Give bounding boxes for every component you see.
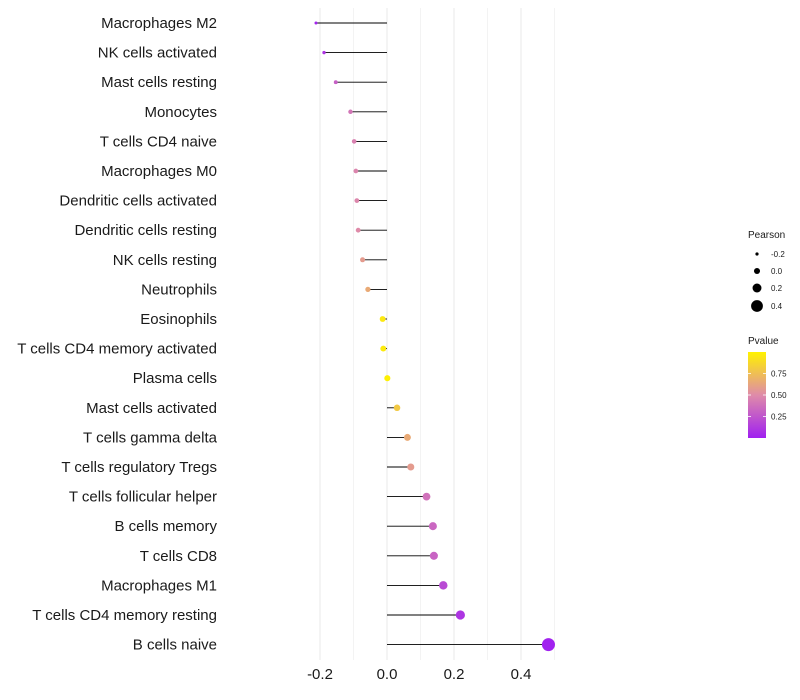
category-label: T cells follicular helper: [69, 489, 217, 506]
lollipop-point: [360, 257, 366, 263]
category-label: Plasma cells: [133, 370, 217, 387]
category-label: Macrophages M0: [101, 163, 217, 180]
category-label: T cells gamma delta: [83, 429, 218, 446]
category-label: B cells naive: [133, 637, 217, 654]
lollipop-point: [407, 463, 415, 471]
pearson-legend-label: 0.4: [771, 302, 783, 311]
lollipop-point: [403, 433, 411, 441]
lollipop-point: [314, 21, 318, 25]
category-labels: Macrophages M2 NK cells activated Mast cel…: [17, 15, 217, 654]
pvalue-colorbar: [748, 352, 766, 438]
x-tick-label: 0.2: [444, 666, 465, 683]
pvalue-legend-label: 0.25: [771, 413, 787, 422]
lollipop-point: [354, 198, 360, 203]
category-label: T cells CD4 memory resting: [32, 607, 217, 624]
category-label: NK cells activated: [98, 45, 217, 62]
lollipop-point: [355, 227, 361, 233]
lollipop-point: [379, 316, 386, 322]
pearson-legend-key: [755, 252, 759, 256]
x-tick-label: 0.4: [511, 666, 532, 683]
pvalue-legend-label: 0.75: [771, 370, 787, 379]
category-label: Mast cells activated: [86, 400, 217, 417]
category-label: T cells CD4 naive: [100, 133, 217, 150]
pearson-legend-label: 0.0: [771, 267, 783, 276]
pvalue-legend-title: Pvalue: [748, 336, 779, 347]
category-label: Dendritic cells resting: [74, 222, 217, 239]
category-label: Monocytes: [144, 104, 217, 121]
lollipop-point: [322, 50, 326, 55]
category-label: Macrophages M1: [101, 577, 217, 594]
lollipop-point: [429, 551, 438, 560]
lollipop-point: [439, 581, 448, 590]
lollipop-points: [314, 21, 555, 652]
pearson-legend-key: [753, 267, 761, 275]
category-label: Mast cells resting: [101, 74, 217, 91]
lollipop-point: [380, 345, 387, 352]
category-label: B cells memory: [114, 518, 217, 535]
category-label: T cells regulatory Tregs: [61, 459, 217, 476]
lollipop-point: [428, 522, 437, 531]
lollipop-point: [353, 168, 359, 174]
category-label: NK cells resting: [113, 252, 217, 269]
lollipop-point: [422, 492, 431, 501]
pearson-size-legend: Pearson -0.2 0.0 0.2 0.4: [748, 230, 785, 312]
lollipop-point: [384, 375, 391, 382]
lollipop-point: [348, 109, 353, 115]
category-label: Dendritic cells activated: [59, 193, 217, 210]
lollipop-point: [333, 80, 338, 85]
pearson-legend-key: [752, 283, 762, 293]
grid-lines: [319, 8, 555, 660]
x-axis-tick-labels: -0.2 0.0 0.2 0.4: [307, 666, 531, 683]
category-label: T cells CD4 memory activated: [17, 341, 217, 358]
pearson-legend-label: 0.2: [771, 284, 783, 293]
lollipop-point: [351, 139, 357, 144]
pearson-legend-title: Pearson: [748, 230, 785, 241]
category-label: Eosinophils: [140, 311, 217, 328]
category-label: Neutrophils: [141, 281, 217, 298]
lollipop-stems: [315, 22, 549, 646]
pvalue-legend-label: 0.50: [771, 391, 787, 400]
lollipop-point: [541, 638, 555, 652]
pvalue-color-legend: Pvalue 0.75 0.50 0.25: [748, 336, 787, 438]
x-tick-label: 0.0: [377, 666, 398, 683]
x-tick-label: -0.2: [307, 666, 333, 683]
pearson-legend-key: [751, 300, 763, 312]
lollipop-point: [455, 610, 465, 620]
category-label: T cells CD8: [140, 548, 217, 565]
lollipop-point: [365, 286, 371, 293]
lollipop-point: [393, 404, 401, 412]
category-label: Macrophages M2: [101, 15, 217, 32]
pearson-legend-label: -0.2: [771, 250, 785, 259]
